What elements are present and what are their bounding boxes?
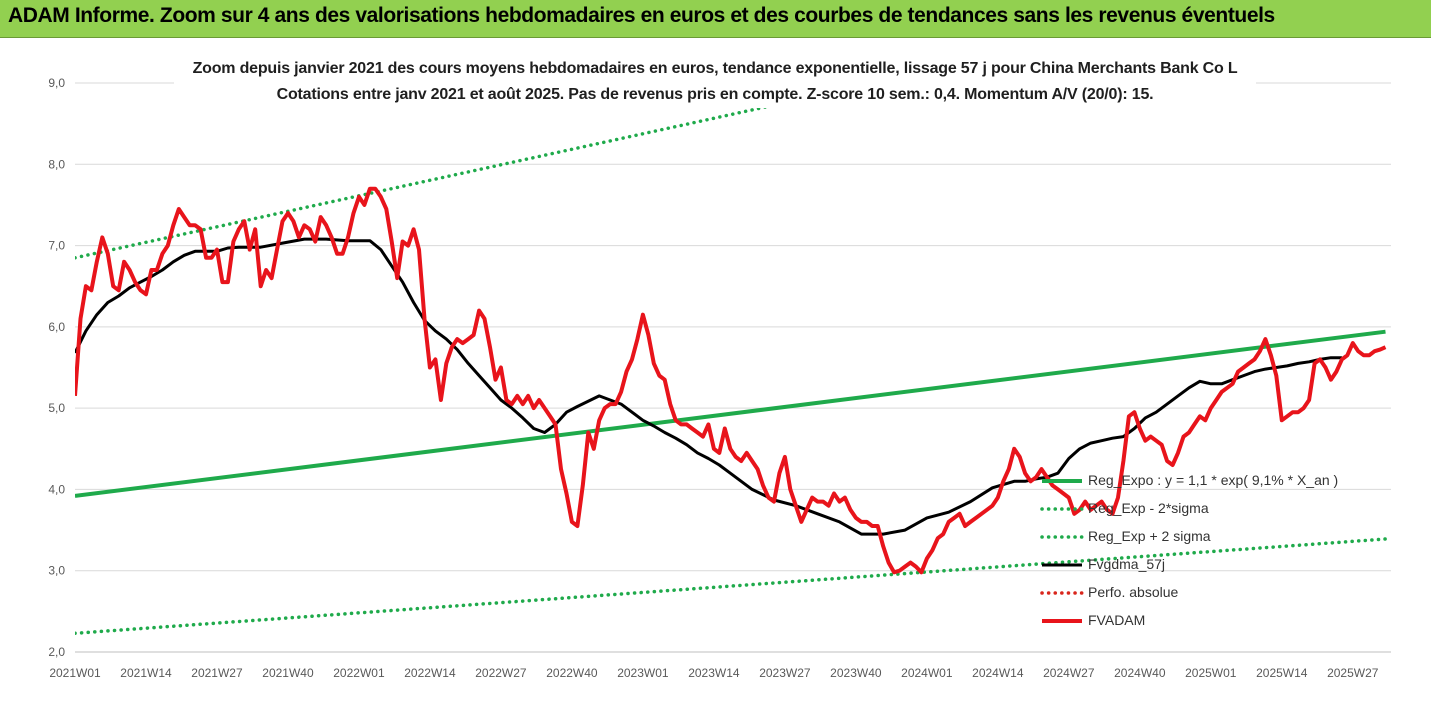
legend-swatch bbox=[1040, 507, 1084, 511]
x-tick-label: 2024W40 bbox=[1114, 666, 1166, 680]
x-tick-label: 2023W27 bbox=[759, 666, 811, 680]
legend-item: Perfo. absolue bbox=[1038, 580, 1368, 608]
legend-swatch bbox=[1040, 535, 1084, 539]
legend-swatch bbox=[1040, 591, 1084, 595]
x-tick-label: 2023W14 bbox=[688, 666, 740, 680]
x-tick-label: 2023W40 bbox=[830, 666, 882, 680]
y-tick-label: 9,0 bbox=[48, 76, 65, 90]
x-tick-label: 2021W01 bbox=[49, 666, 101, 680]
trend-line bbox=[75, 329, 1386, 498]
x-tick-label: 2024W01 bbox=[901, 666, 953, 680]
legend-swatch bbox=[1042, 563, 1082, 567]
legend-label: Reg_Exp - 2*sigma bbox=[1088, 500, 1209, 516]
line-chart: 2,03,04,05,06,07,08,09,0 2021W01 2021W14 2… bbox=[48, 73, 1391, 680]
report-title: ADAM Informe. Zoom sur 4 ans des valoris… bbox=[8, 4, 1275, 27]
x-axis-ticks: 2021W01 2021W14 2021W27 2021W40 2022W01 2022W… bbox=[49, 666, 1378, 680]
x-tick-label: 2025W14 bbox=[1256, 666, 1308, 680]
legend-label: Reg_Exp + 2 sigma bbox=[1088, 528, 1211, 544]
legend-swatch bbox=[1042, 479, 1082, 483]
legend-item: Reg_Expo : y = 1,1 * exp( 9,1% * X_an ) bbox=[1038, 468, 1368, 496]
x-tick-label: 2025W01 bbox=[1185, 666, 1237, 680]
x-tick-label: 2022W27 bbox=[475, 666, 527, 680]
report-banner: ADAM Informe. Zoom sur 4 ans des valoris… bbox=[0, 0, 1431, 38]
x-tick-label: 2021W14 bbox=[120, 666, 172, 680]
x-tick-label: 2024W14 bbox=[972, 666, 1024, 680]
legend-label: Fvgdma_57j bbox=[1088, 556, 1166, 572]
upper-band-line bbox=[75, 73, 930, 260]
y-tick-label: 2,0 bbox=[48, 645, 65, 659]
y-tick-label: 4,0 bbox=[48, 482, 65, 496]
y-tick-label: 5,0 bbox=[48, 401, 65, 415]
legend-label: Reg_Expo : y = 1,1 * exp( 9,1% * X_an ) bbox=[1088, 472, 1339, 488]
legend-item: Fvgdma_57j bbox=[1038, 552, 1368, 580]
lower-band-line bbox=[75, 537, 1388, 636]
smoothed-line bbox=[75, 237, 1342, 536]
series-layer bbox=[75, 73, 1388, 636]
x-tick-label: 2021W27 bbox=[191, 666, 243, 680]
chart-area: 2,0 3,0 4,0 5,0 6,0 7,0 8,0 9,0 2021W01 2021W14 2… bbox=[0, 38, 1431, 720]
legend-item: Reg_Exp + 2 sigma bbox=[1038, 524, 1368, 552]
x-tick-label: 2022W01 bbox=[333, 666, 385, 680]
legend-item: Reg_Exp - 2*sigma bbox=[1038, 496, 1368, 524]
y-axis-ticks: 2,0 3,0 4,0 5,0 6,0 7,0 8,0 9,0 bbox=[48, 76, 65, 659]
x-tick-label: 2025W27 bbox=[1327, 666, 1379, 680]
chart-title-line-1: Zoom depuis janvier 2021 des cours moyen… bbox=[192, 60, 1238, 77]
fvadam-line bbox=[75, 186, 1387, 575]
y-tick-label: 3,0 bbox=[48, 564, 65, 578]
y-tick-label: 7,0 bbox=[48, 239, 65, 253]
x-tick-label: 2024W27 bbox=[1043, 666, 1095, 680]
legend-item: FVADAM bbox=[1038, 608, 1368, 636]
x-tick-label: 2022W40 bbox=[546, 666, 598, 680]
x-tick-label: 2022W14 bbox=[404, 666, 456, 680]
gridlines bbox=[75, 82, 1391, 653]
y-tick-label: 8,0 bbox=[48, 157, 65, 171]
legend-label: FVADAM bbox=[1088, 612, 1146, 628]
legend-swatch bbox=[1042, 619, 1082, 623]
x-tick-label: 2021W40 bbox=[262, 666, 314, 680]
x-tick-label: 2023W01 bbox=[617, 666, 669, 680]
y-tick-label: 6,0 bbox=[48, 320, 65, 334]
legend-label: Perfo. absolue bbox=[1088, 584, 1179, 600]
chart-legend: Reg_Expo : y = 1,1 * exp( 9,1% * X_an ) R… bbox=[1038, 468, 1368, 636]
chart-title-line-2: Cotations entre janv 2021 et août 2025. … bbox=[276, 86, 1154, 103]
chart-title: Zoom depuis janvier 2021 des cours moyen… bbox=[174, 56, 1256, 108]
